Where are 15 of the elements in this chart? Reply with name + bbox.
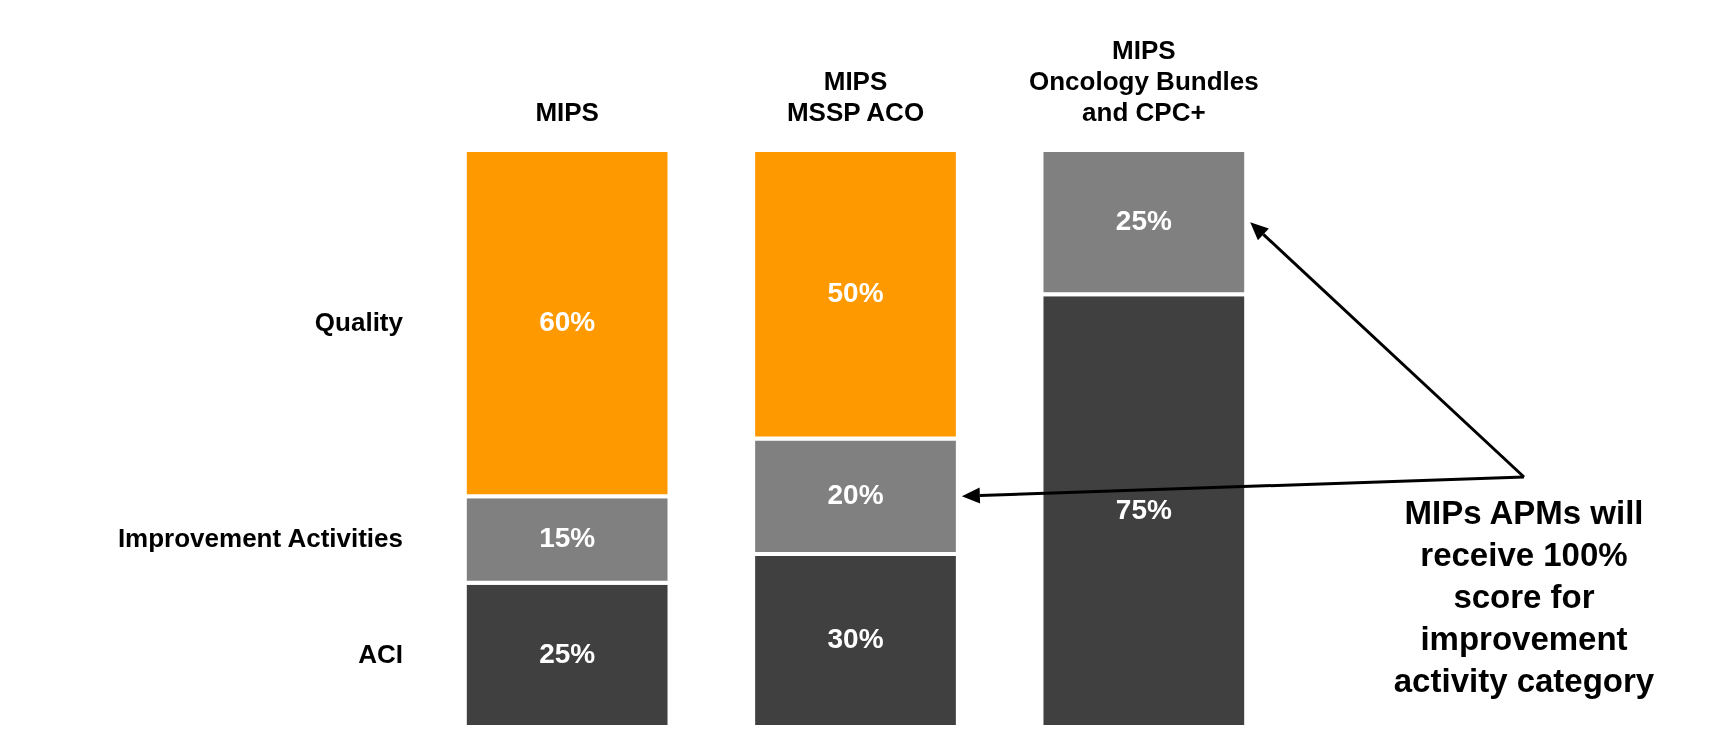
x-tick-label: MIPS	[535, 97, 599, 127]
data-label: 30%	[827, 623, 884, 655]
data-label: 60%	[539, 306, 596, 338]
data-label: 20%	[827, 479, 884, 511]
data-label: 50%	[827, 277, 884, 309]
text: Quality	[314, 307, 404, 338]
data-label: 15%	[539, 522, 596, 554]
x-tick-label: MIPS Oncology Bundles and CPC+	[1028, 35, 1259, 127]
text: MIPs APMs will receive 100% score for improvement activity category	[1392, 493, 1656, 701]
data-label: 25%	[539, 637, 596, 669]
text: Improvement Activities	[117, 523, 403, 554]
x-tick-label: MIPS MSSP ACO	[786, 66, 925, 127]
data-label: 75%	[1115, 493, 1172, 525]
data-label: 25%	[1115, 205, 1172, 237]
text: ACI	[358, 638, 403, 669]
